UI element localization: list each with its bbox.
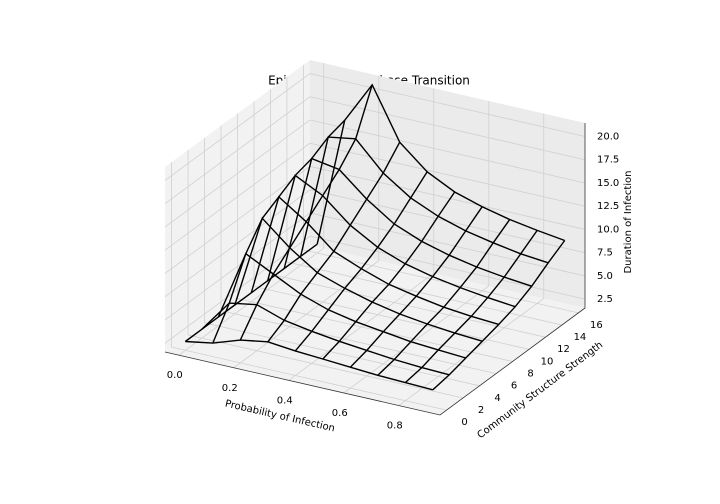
wire-row [300,136,549,264]
grid-line [309,119,586,184]
grid-line [309,235,586,300]
z-tick-label: 2.5 [597,294,613,305]
wire-column [267,141,401,343]
z-tick-label: 12.5 [597,201,619,212]
wire-column [322,191,456,360]
wire-column [239,84,373,341]
grid-line [164,166,311,274]
grid-line [204,322,480,387]
grid-line [164,73,311,181]
y-tick-label: 12 [557,344,570,355]
grid-line [164,189,311,298]
z-tick-label: 7.5 [597,248,613,259]
grid-line [164,119,311,228]
z-tick-label: 15.0 [597,178,619,189]
axis-line [164,123,586,416]
grid-line [309,142,586,207]
y-tick-label: 0 [461,417,467,428]
y-tick-label: 10 [541,356,554,367]
y-tick-label: 8 [527,369,533,380]
x-tick-label: 0.6 [332,408,348,419]
wire-column [184,243,318,343]
wire-row [283,157,532,287]
grid-line [164,212,311,321]
grid-line [309,96,586,161]
z-axis-label: Duration of Infection [623,170,634,273]
wire-column [349,206,483,368]
wire-column [294,171,428,352]
wire-row [250,195,499,326]
wire-column [432,240,566,391]
x-tick-label: 0.0 [167,370,183,381]
grid-line [220,310,497,375]
wire-row [267,174,516,308]
y-tick-label: 16 [590,320,603,331]
z-tick-label: 20.0 [597,131,619,142]
wire-column [212,119,346,344]
y-tick-label: 4 [494,393,500,404]
z-tick-label: 17.5 [597,155,619,166]
z-tick-label: 10.0 [597,224,619,235]
y-tick-label: 6 [511,381,517,392]
wire-row [316,83,565,245]
x-tick-label: 0.2 [222,383,238,394]
wire-row [234,216,483,342]
x-tick-label: 0.8 [387,421,403,432]
grid-line [164,142,311,251]
wire-column [377,219,511,376]
grid-line [309,73,586,137]
x-tick-label: 0.4 [277,395,293,406]
grid-line [187,334,464,399]
wire-row [185,339,433,391]
wire-row [201,302,450,376]
grid-line [171,346,447,411]
wire-column [404,229,538,384]
z-tick-label: 5.0 [597,271,613,282]
grid-line [309,166,586,230]
grid-line [164,96,311,205]
grid-line [286,261,563,326]
grid-line [237,298,513,362]
y-tick-label: 14 [574,332,587,343]
y-tick-label: 2 [478,405,484,416]
grid-line [309,212,586,277]
